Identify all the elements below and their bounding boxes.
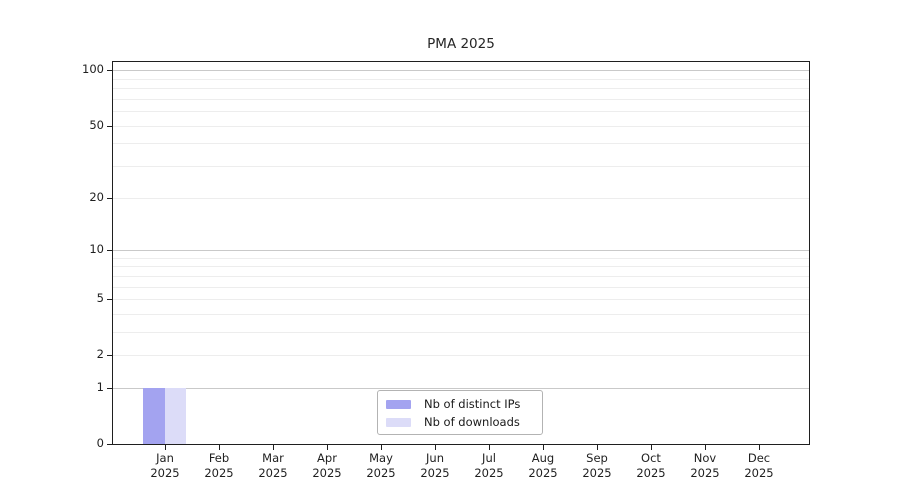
gridline-major-10 bbox=[113, 249, 809, 251]
x-tick-label-aug: Aug 2025 bbox=[528, 451, 558, 480]
legend-entry-downloads: Nb of downloads bbox=[378, 414, 542, 430]
gridline-major-100 bbox=[113, 70, 809, 72]
gridline-minor-50 bbox=[113, 125, 809, 127]
plot-area bbox=[112, 61, 810, 445]
x-tick-label-jul: Jul 2025 bbox=[474, 451, 504, 480]
legend-label-distinct-ips: Nb of distinct IPs bbox=[424, 397, 521, 411]
y-tick-label-100: 100 bbox=[82, 62, 104, 76]
gridline-minor-8 bbox=[113, 266, 809, 268]
legend-entry-distinct-ips: Nb of distinct IPs bbox=[378, 396, 542, 412]
x-tick-jun bbox=[435, 445, 436, 450]
gridline-minor-4 bbox=[113, 313, 809, 315]
y-tick-50 bbox=[107, 126, 112, 127]
x-tick-label-jan: Jan 2025 bbox=[150, 451, 180, 480]
y-tick-label-2: 2 bbox=[96, 347, 104, 361]
gridline-minor-6 bbox=[113, 286, 809, 288]
gridline-minor-7 bbox=[113, 275, 809, 277]
x-tick-jan bbox=[165, 445, 166, 450]
x-tick-oct bbox=[651, 445, 652, 450]
gridline-minor-40 bbox=[113, 143, 809, 145]
y-tick-0 bbox=[107, 444, 112, 445]
x-tick-label-nov: Nov 2025 bbox=[690, 451, 720, 480]
x-tick-jul bbox=[489, 445, 490, 450]
y-tick-label-1: 1 bbox=[96, 380, 104, 394]
x-tick-label-sep: Sep 2025 bbox=[582, 451, 612, 480]
x-tick-label-dec: Dec 2025 bbox=[744, 451, 774, 480]
x-tick-mar bbox=[273, 445, 274, 450]
gridline-minor-90 bbox=[113, 78, 809, 80]
gridline-minor-20 bbox=[113, 197, 809, 199]
gridline-minor-3 bbox=[113, 331, 809, 333]
gridline-minor-5 bbox=[113, 299, 809, 300]
gridline-minor-30 bbox=[113, 166, 809, 167]
bar-downloads-jan bbox=[165, 387, 186, 444]
x-tick-may bbox=[381, 445, 382, 450]
chart-title: PMA 2025 bbox=[427, 36, 495, 52]
y-tick-20 bbox=[107, 198, 112, 199]
x-tick-sep bbox=[597, 445, 598, 450]
x-tick-label-feb: Feb 2025 bbox=[204, 451, 234, 480]
legend-label-downloads: Nb of downloads bbox=[424, 415, 520, 429]
y-tick-label-20: 20 bbox=[89, 190, 104, 204]
x-tick-label-may: May 2025 bbox=[366, 451, 396, 480]
y-tick-1 bbox=[107, 388, 112, 389]
legend-swatch-distinct-ips bbox=[386, 400, 411, 409]
bar-distinct-ips-jan bbox=[143, 387, 165, 444]
x-tick-label-mar: Mar 2025 bbox=[258, 451, 288, 480]
gridline-major-1 bbox=[113, 387, 809, 389]
y-tick-label-10: 10 bbox=[89, 242, 104, 256]
x-tick-label-jun: Jun 2025 bbox=[420, 451, 450, 480]
y-tick-label-5: 5 bbox=[96, 291, 104, 305]
gridline-minor-70 bbox=[113, 98, 809, 100]
y-tick-5 bbox=[107, 299, 112, 300]
legend-swatch-downloads bbox=[386, 418, 411, 427]
gridline-minor-80 bbox=[113, 88, 809, 90]
gridline-minor-9 bbox=[113, 257, 809, 259]
gridline-minor-2 bbox=[113, 355, 809, 357]
x-tick-apr bbox=[327, 445, 328, 450]
x-tick-label-oct: Oct 2025 bbox=[636, 451, 666, 480]
x-tick-aug bbox=[543, 445, 544, 450]
x-tick-nov bbox=[705, 445, 706, 450]
x-tick-feb bbox=[219, 445, 220, 450]
y-tick-label-0: 0 bbox=[96, 436, 104, 450]
y-tick-100 bbox=[107, 70, 112, 71]
legend: Nb of distinct IPs Nb of downloads bbox=[377, 390, 543, 435]
y-tick-label-50: 50 bbox=[89, 118, 104, 132]
y-tick-2 bbox=[107, 355, 112, 356]
y-tick-10 bbox=[107, 250, 112, 251]
gridline-minor-60 bbox=[113, 111, 809, 113]
x-tick-label-apr: Apr 2025 bbox=[312, 451, 342, 480]
x-tick-dec bbox=[759, 445, 760, 450]
